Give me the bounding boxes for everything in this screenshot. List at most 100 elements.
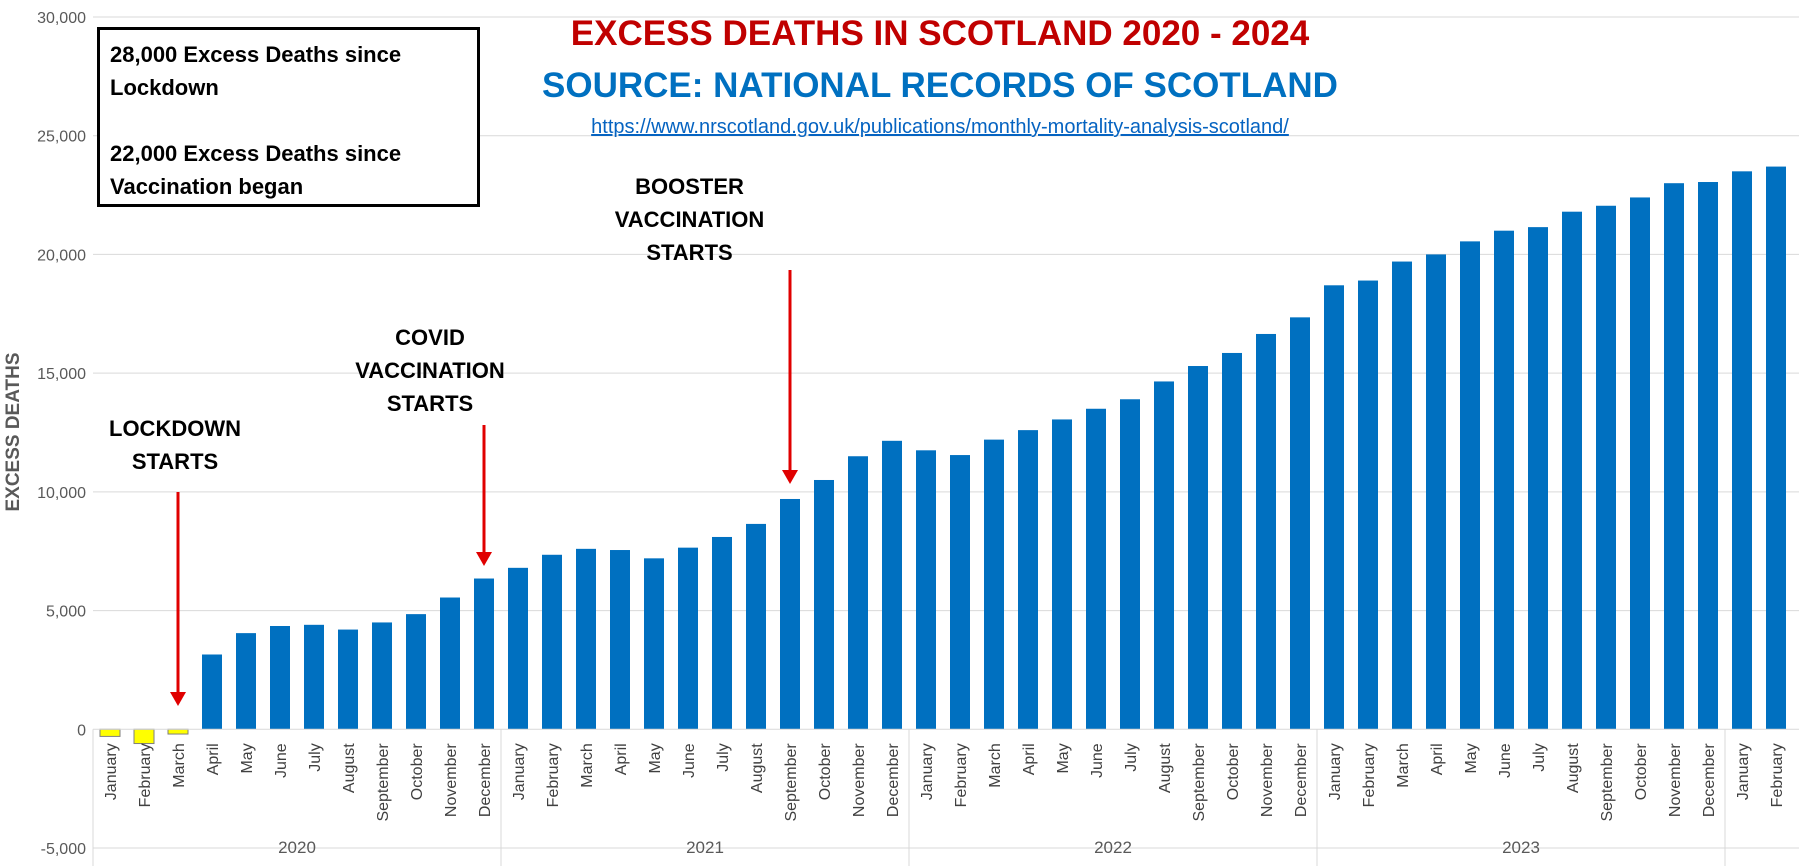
month-label: January (919, 743, 936, 800)
y-tick-label: 20,000 (37, 247, 86, 264)
month-label: May (239, 743, 256, 773)
month-label: October (1633, 743, 1650, 801)
month-label: February (1769, 743, 1786, 807)
bar (780, 498, 800, 730)
bar (1324, 285, 1344, 730)
month-label: March (987, 743, 1004, 787)
month-label: May (1463, 743, 1480, 773)
month-label: April (613, 743, 630, 775)
month-label: April (1429, 743, 1446, 775)
month-label: January (511, 743, 528, 800)
y-tick-label: 30,000 (37, 10, 86, 27)
month-label: July (715, 743, 732, 771)
arrow-head (782, 470, 798, 484)
month-label: January (1735, 743, 1752, 800)
year-label: 2021 (686, 838, 724, 857)
bar (474, 578, 494, 730)
y-axis-label: EXCESS DEATHS (3, 352, 24, 511)
month-label: May (1055, 743, 1072, 773)
bar (1358, 280, 1378, 730)
month-label: August (1565, 743, 1582, 793)
chart-subtitle: SOURCE: NATIONAL RECORDS OF SCOTLAND (542, 66, 1338, 105)
bar (270, 626, 290, 730)
month-label: December (477, 743, 494, 817)
month-label: February (137, 743, 154, 807)
month-label: February (1361, 743, 1378, 807)
bar (1630, 197, 1650, 730)
month-label: August (1157, 743, 1174, 793)
bar (406, 614, 426, 730)
month-label: December (1701, 743, 1718, 817)
month-label: October (817, 743, 834, 801)
bar (338, 629, 358, 730)
month-label: July (307, 743, 324, 771)
bar (950, 455, 970, 730)
month-label: May (647, 743, 664, 773)
bar (133, 728, 155, 745)
bar (1052, 419, 1072, 730)
month-label: October (409, 743, 426, 801)
bar (712, 536, 732, 730)
bar (610, 550, 630, 730)
y-tick-label: -5,000 (41, 841, 86, 858)
bars (99, 166, 1786, 745)
y-tick-label: 10,000 (37, 485, 86, 502)
bar (1188, 366, 1208, 730)
chart-title: EXCESS DEATHS IN SCOTLAND 2020 - 2024 (570, 14, 1310, 53)
bar (848, 456, 868, 730)
month-label: November (1667, 743, 1684, 817)
month-label: March (1395, 743, 1412, 787)
bar (236, 633, 256, 730)
month-label: November (443, 743, 460, 817)
month-label: October (1225, 743, 1242, 801)
month-label: December (1293, 743, 1310, 817)
bar (440, 597, 460, 730)
month-label: March (579, 743, 596, 787)
source-link[interactable]: https://www.nrscotland.gov.uk/publicatio… (591, 116, 1289, 138)
month-label: September (1599, 743, 1616, 822)
month-label: April (1021, 743, 1038, 775)
annotation-arrows (170, 270, 798, 706)
y-axis-ticks: -5,000 0 5,000 10,000 15,000 20,000 25,000 30,0… (37, 10, 86, 858)
bar (304, 624, 324, 730)
annotation-booster-vaccination: BOOSTER VACCINATION STARTS (614, 174, 765, 265)
month-label: June (681, 743, 698, 778)
bar (1086, 408, 1106, 730)
bar (1154, 381, 1174, 730)
bar (1766, 166, 1786, 730)
bar (814, 479, 834, 730)
month-label: January (1327, 743, 1344, 800)
month-label: February (545, 743, 562, 807)
bar (984, 439, 1004, 730)
bar (1664, 183, 1684, 730)
y-tick-label: 25,000 (37, 129, 86, 146)
bar (1018, 430, 1038, 730)
month-label: August (341, 743, 358, 793)
month-label: February (953, 743, 970, 807)
bar (1256, 333, 1276, 730)
y-tick-label: 15,000 (37, 366, 86, 383)
bar (1222, 352, 1242, 730)
bar (1426, 254, 1446, 730)
month-label: December (885, 743, 902, 817)
month-label: March (171, 743, 188, 787)
bar (644, 558, 664, 730)
bar (508, 567, 528, 730)
bar (99, 728, 121, 737)
bar (746, 523, 766, 730)
bar (576, 548, 596, 730)
year-label: 2020 (278, 838, 316, 857)
bar (1596, 205, 1616, 730)
arrow-head (476, 552, 492, 566)
bar (167, 728, 189, 735)
month-label: September (783, 743, 800, 822)
month-label: April (205, 743, 222, 775)
y-tick-label: 0 (77, 722, 86, 739)
bar (202, 654, 222, 730)
month-label: July (1531, 743, 1548, 771)
info-line-lockdown: 28,000 Excess Deaths since Lockdown (110, 42, 402, 100)
bar (1494, 230, 1514, 730)
bar (1528, 227, 1548, 730)
month-label: June (1497, 743, 1514, 778)
